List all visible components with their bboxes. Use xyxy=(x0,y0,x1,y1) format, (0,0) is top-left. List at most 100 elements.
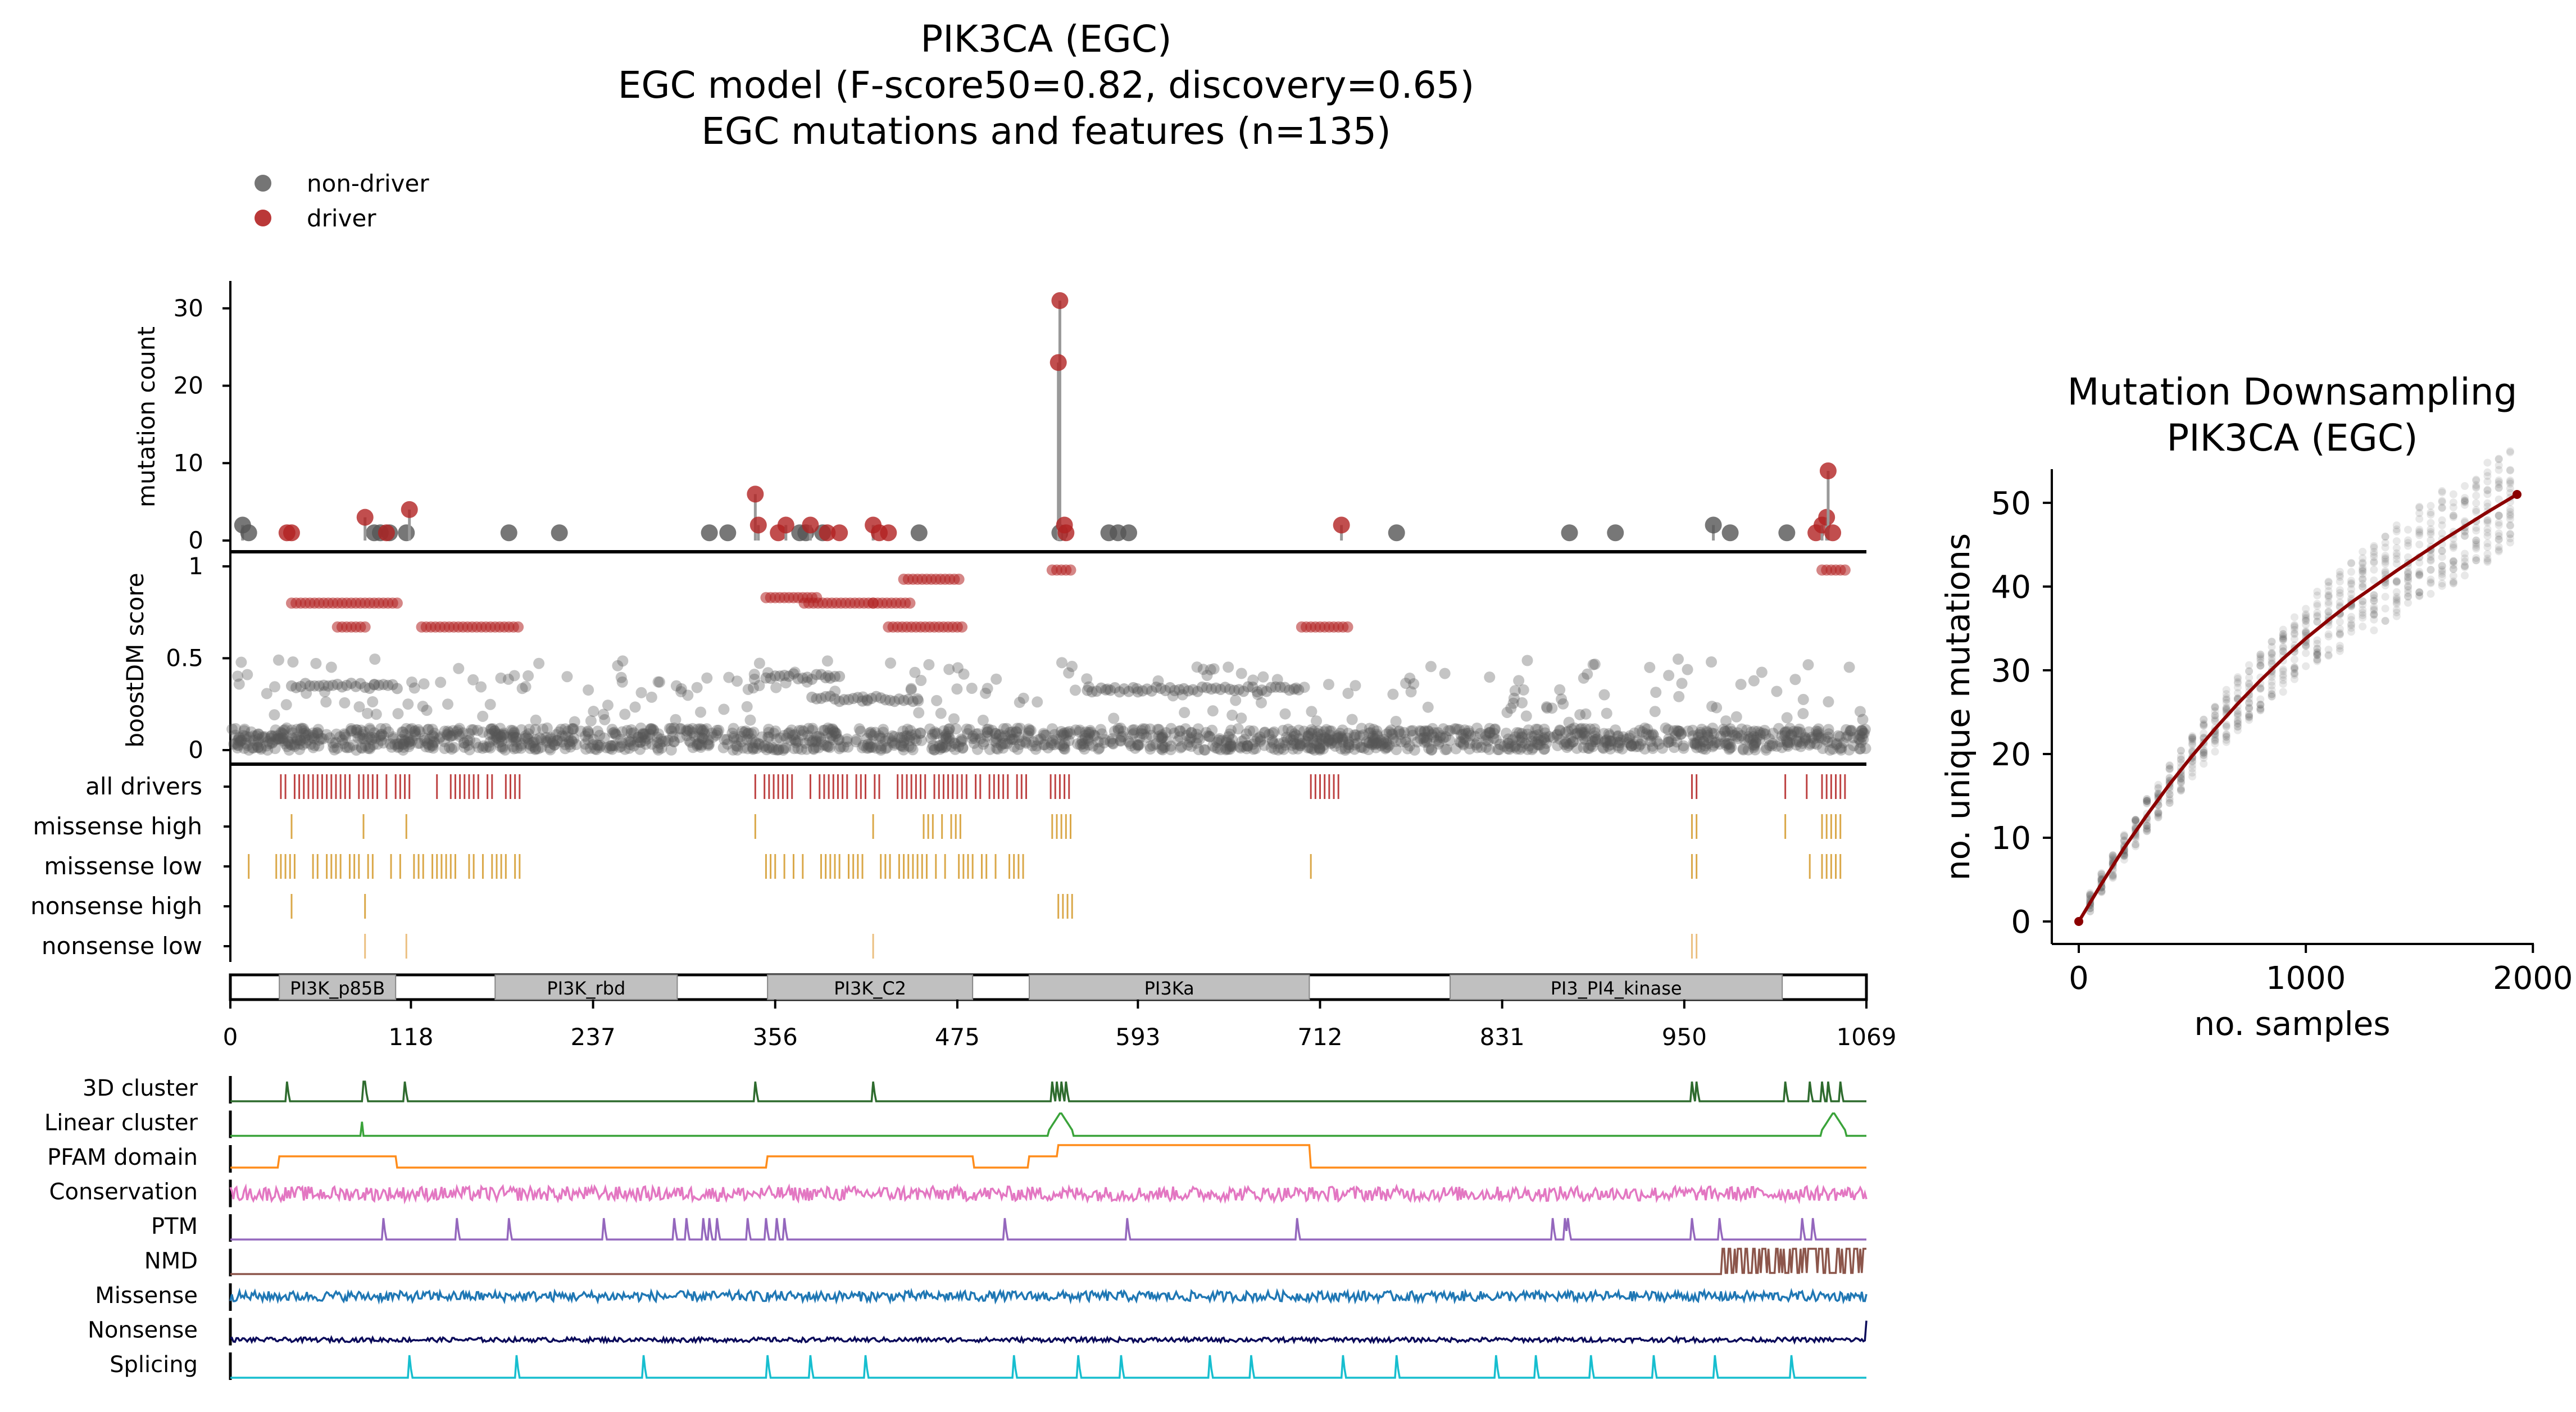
ds-title-line-2: PIK3CA (EGC) xyxy=(2166,416,2418,460)
boostdm-non-driver-point xyxy=(1323,735,1334,747)
boostdm-non-driver-point xyxy=(1645,735,1657,747)
boostdm-non-driver-point xyxy=(1475,742,1487,753)
boostdm-non-driver-point xyxy=(1587,735,1598,747)
boostdm-non-driver-point xyxy=(1419,725,1430,737)
boostdm-non-driver-point xyxy=(231,739,243,751)
ds-sample-point xyxy=(2427,557,2435,565)
boostdm-non-driver-point xyxy=(297,739,309,751)
ds-y-tick-label: 10 xyxy=(1991,820,2031,857)
boostdm-non-driver-point xyxy=(1855,743,1866,755)
boostdm-non-driver-point xyxy=(507,731,519,743)
boostdm-non-driver-point xyxy=(635,722,647,734)
boostdm-non-driver-point xyxy=(862,738,874,750)
boostdm-non-driver-point xyxy=(342,742,353,753)
boostdm-non-driver-point xyxy=(1567,735,1579,747)
boostdm-non-driver-point xyxy=(680,725,692,737)
boostdm-non-driver-point xyxy=(949,743,961,755)
boostdm-non-driver-point xyxy=(312,729,324,741)
boostdm-non-driver-point xyxy=(1535,734,1547,746)
boostdm-non-driver-point xyxy=(1455,729,1467,741)
ds-sample-point xyxy=(2392,560,2401,568)
boostdm-non-driver-point xyxy=(235,734,247,746)
boostdm-non-driver-point xyxy=(982,726,993,738)
ds-sample-point xyxy=(2506,521,2514,530)
ds-sample-point xyxy=(2449,490,2457,498)
ds-sample-point xyxy=(2438,579,2446,588)
boostdm-non-driver-point xyxy=(1414,725,1426,737)
ds-points xyxy=(2086,447,2514,916)
boostdm-non-driver-point xyxy=(369,727,380,739)
boostdm-non-driver-point xyxy=(1402,743,1414,755)
boostdm-non-driver-point xyxy=(275,727,287,738)
boostdm-non-driver-point xyxy=(742,743,753,755)
boostdm-non-driver-point xyxy=(1618,731,1629,743)
boostdm-non-driver-point xyxy=(1707,722,1719,734)
boostdm-non-driver-point xyxy=(1343,736,1355,748)
ds-sample-point xyxy=(2472,543,2480,551)
boostdm-non-driver-point xyxy=(1096,728,1108,740)
ds-sample-point xyxy=(2290,655,2298,664)
ds-sample-point xyxy=(2392,609,2401,617)
boostdm-non-driver-point xyxy=(1400,678,1412,689)
boostdm-non-driver-point xyxy=(610,729,622,741)
needle-ytick-label: 30 xyxy=(174,294,203,322)
boostdm-non-driver-point xyxy=(1214,733,1225,744)
boostdm-non-driver-point xyxy=(1242,741,1253,752)
boostdm-non-driver-point xyxy=(1502,743,1514,755)
boostdm-non-driver-point xyxy=(1786,728,1797,740)
boostdm-non-driver-point xyxy=(1242,740,1253,752)
boostdm-non-driver-point xyxy=(508,728,520,739)
boostdm-non-driver-point xyxy=(639,728,651,740)
boostdm-non-driver-point xyxy=(944,733,956,744)
boostdm-non-driver-point xyxy=(1093,742,1105,754)
boostdm-non-driver-point xyxy=(1735,723,1747,735)
boostdm-non-driver-point xyxy=(252,741,264,753)
needle-non-driver xyxy=(1561,524,1578,542)
boostdm-non-driver-point xyxy=(1259,739,1270,751)
boostdm-non-driver-point xyxy=(1395,736,1407,748)
boostdm-non-driver-point xyxy=(489,725,501,737)
boostdm-non-driver-point xyxy=(1606,735,1618,747)
boostdm-non-driver-point xyxy=(1719,737,1730,748)
boostdm-non-driver-point xyxy=(1691,738,1703,750)
boostdm-non-driver-point xyxy=(1453,724,1465,735)
boostdm-non-driver-point xyxy=(1028,736,1039,748)
boostdm-non-driver-point xyxy=(497,729,508,741)
ds-sample-point xyxy=(2472,506,2480,514)
boostdm-non-driver-point xyxy=(534,732,546,744)
boostdm-non-driver-point xyxy=(1302,742,1314,753)
boostdm-non-driver-point xyxy=(1718,724,1729,735)
boostdm-non-driver-point xyxy=(1047,734,1058,746)
boostdm-non-driver-point xyxy=(1366,738,1378,750)
boostdm-non-driver-point xyxy=(1752,725,1764,737)
boostdm-non-driver-point xyxy=(330,737,342,748)
boostdm-non-driver-point xyxy=(1647,740,1659,752)
boostdm-non-driver-point xyxy=(749,737,761,748)
boostdm-non-driver-point xyxy=(1590,734,1602,746)
boostdm-non-driver-point xyxy=(544,742,556,754)
boostdm-non-driver-point xyxy=(793,725,805,737)
boostdm-non-driver-point xyxy=(1673,725,1684,737)
boostdm-non-driver-point xyxy=(1342,728,1354,739)
ds-sample-point xyxy=(2381,593,2389,601)
boostdm-non-driver-point xyxy=(1293,724,1305,736)
boostdm-non-driver-point xyxy=(272,654,284,666)
boostdm-non-driver-point xyxy=(234,736,246,748)
boostdm-non-driver-point xyxy=(1266,734,1278,746)
boostdm-non-driver-point xyxy=(1319,732,1330,743)
boostdm-non-driver-point xyxy=(294,735,306,747)
ds-sample-point xyxy=(2256,695,2265,703)
ds-sample-point xyxy=(2438,498,2446,506)
boostdm-non-driver-point xyxy=(876,740,888,752)
boostdm-non-driver-point xyxy=(1180,723,1192,735)
boostdm-non-driver-point xyxy=(977,714,989,726)
boostdm-non-driver-point xyxy=(1564,738,1576,750)
boostdm-non-driver-point xyxy=(865,741,877,753)
boostdm-non-driver-point xyxy=(1784,729,1796,741)
boostdm-non-driver-point xyxy=(1377,738,1389,750)
boostdm-non-driver-point xyxy=(648,725,660,737)
boostdm-non-driver-point xyxy=(644,728,656,740)
boostdm-non-driver-point xyxy=(496,731,507,743)
boostdm-non-driver-point xyxy=(392,708,404,720)
